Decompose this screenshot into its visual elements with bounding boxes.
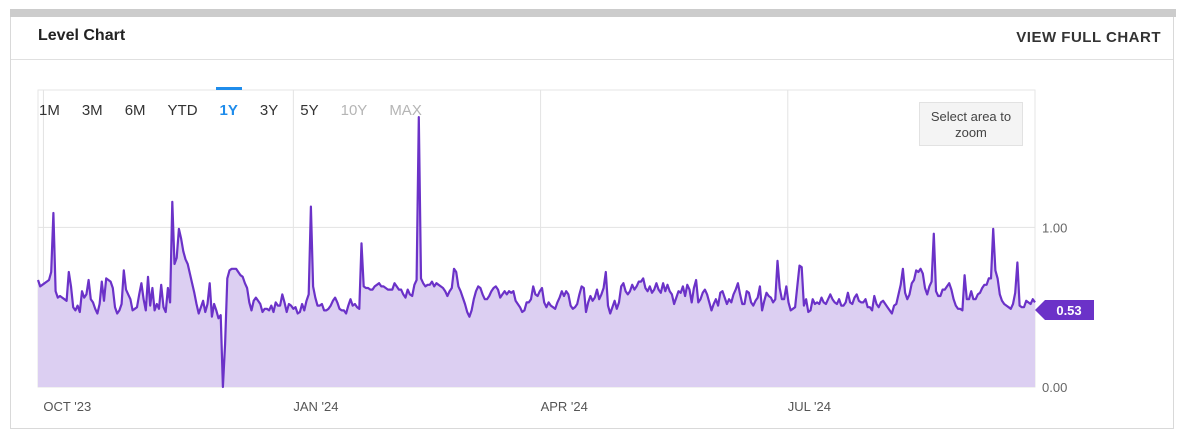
zoom-hint: Select area to zoom (919, 102, 1023, 146)
badge-shape (1035, 300, 1094, 320)
range-button-max: MAX (389, 102, 422, 119)
x-tick-label: APR '24 (541, 399, 588, 414)
x-axis-ticks: OCT '23 JAN '24 APR '24 JUL '24 (43, 399, 831, 414)
y-tick-label: 0.00 (1042, 380, 1067, 395)
card-header: Level Chart VIEW FULL CHART (11, 17, 1173, 60)
x-tick-label: JAN '24 (293, 399, 338, 414)
range-selector: 1M 3M 6M YTD 1Y 3Y 5Y 10Y MAX (39, 87, 444, 122)
range-button-6m[interactable]: 6M (124, 102, 146, 119)
range-button-5y[interactable]: 5Y (300, 102, 319, 119)
range-button-10y: 10Y (340, 102, 368, 119)
view-full-chart-link[interactable]: VIEW FULL CHART (1016, 29, 1161, 46)
y-tick-label: 1.00 (1042, 220, 1067, 235)
x-tick-label: OCT '23 (43, 399, 91, 414)
range-button-3m[interactable]: 3M (81, 102, 103, 119)
range-button-ytd[interactable]: YTD (167, 102, 198, 119)
current-value-label: 0.53 (1056, 303, 1081, 318)
range-button-1y[interactable]: 1Y (215, 87, 243, 122)
range-button-3y[interactable]: 3Y (259, 102, 279, 119)
series-area-fill (38, 117, 1035, 387)
top-accent-bar (10, 9, 1176, 17)
y-axis-ticks: 1.00 0.00 (1042, 220, 1067, 395)
card-title: Level Chart (38, 27, 126, 44)
x-tick-label: JUL '24 (788, 399, 831, 414)
range-button-1m[interactable]: 1M (39, 102, 60, 119)
series-line (36, 115, 1036, 389)
level-chart-card: Level Chart VIEW FULL CHART (10, 17, 1174, 429)
current-value-badge: 0.53 (1035, 300, 1094, 320)
